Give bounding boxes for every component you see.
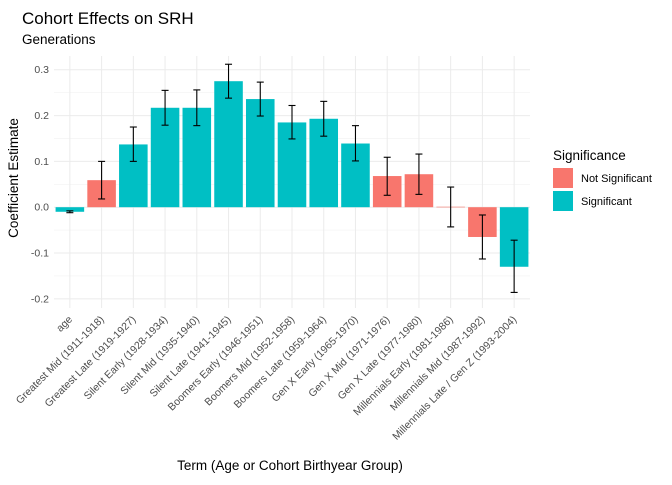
legend-item: Significant	[553, 191, 632, 211]
y-tick-label: 0.1	[34, 156, 49, 168]
legend-title: Significance	[553, 148, 626, 163]
chart-subtitle: Generations	[22, 32, 96, 47]
legend: Significance Not Significant Significant	[553, 148, 652, 211]
x-tick-label: age	[54, 314, 75, 335]
error-bar	[351, 125, 359, 162]
chart-title: Cohort Effects on SRH	[22, 9, 194, 28]
error-bar	[193, 89, 201, 127]
error-bar	[383, 156, 391, 196]
y-tick-label: -0.2	[31, 293, 49, 305]
y-tick-label: 0.2	[34, 110, 49, 122]
y-axis-title: Coefficient Estimate	[6, 118, 21, 238]
legend-item: Not Significant	[553, 168, 652, 188]
error-bar	[98, 160, 106, 200]
x-axis-title: Term (Age or Cohort Birthyear Group)	[177, 458, 403, 473]
error-bar	[129, 126, 137, 162]
error-bar	[478, 214, 486, 260]
error-bar	[256, 81, 264, 117]
error-bar	[225, 63, 233, 99]
y-tick-label: -0.1	[31, 248, 49, 260]
legend-items: Not Significant Significant	[553, 168, 652, 211]
bar	[55, 207, 85, 212]
legend-swatch	[553, 191, 573, 211]
error-bar	[415, 153, 423, 195]
error-bar	[510, 239, 518, 293]
error-bar	[447, 186, 455, 228]
bar	[245, 99, 275, 208]
y-tick-label: 0.0	[34, 202, 49, 214]
error-bar	[161, 89, 169, 126]
bar	[214, 81, 243, 208]
error-bar	[320, 100, 328, 137]
y-axis-ticks: -0.2 -0.1 0.0 0.1 0.2 0.3	[31, 64, 49, 305]
legend-label: Not Significant	[581, 173, 652, 185]
legend-label: Significant	[581, 196, 632, 208]
legend-swatch	[553, 168, 573, 188]
error-bar	[66, 210, 74, 214]
y-tick-label: 0.3	[34, 64, 49, 76]
error-bars	[66, 63, 518, 293]
error-bar	[288, 104, 296, 140]
